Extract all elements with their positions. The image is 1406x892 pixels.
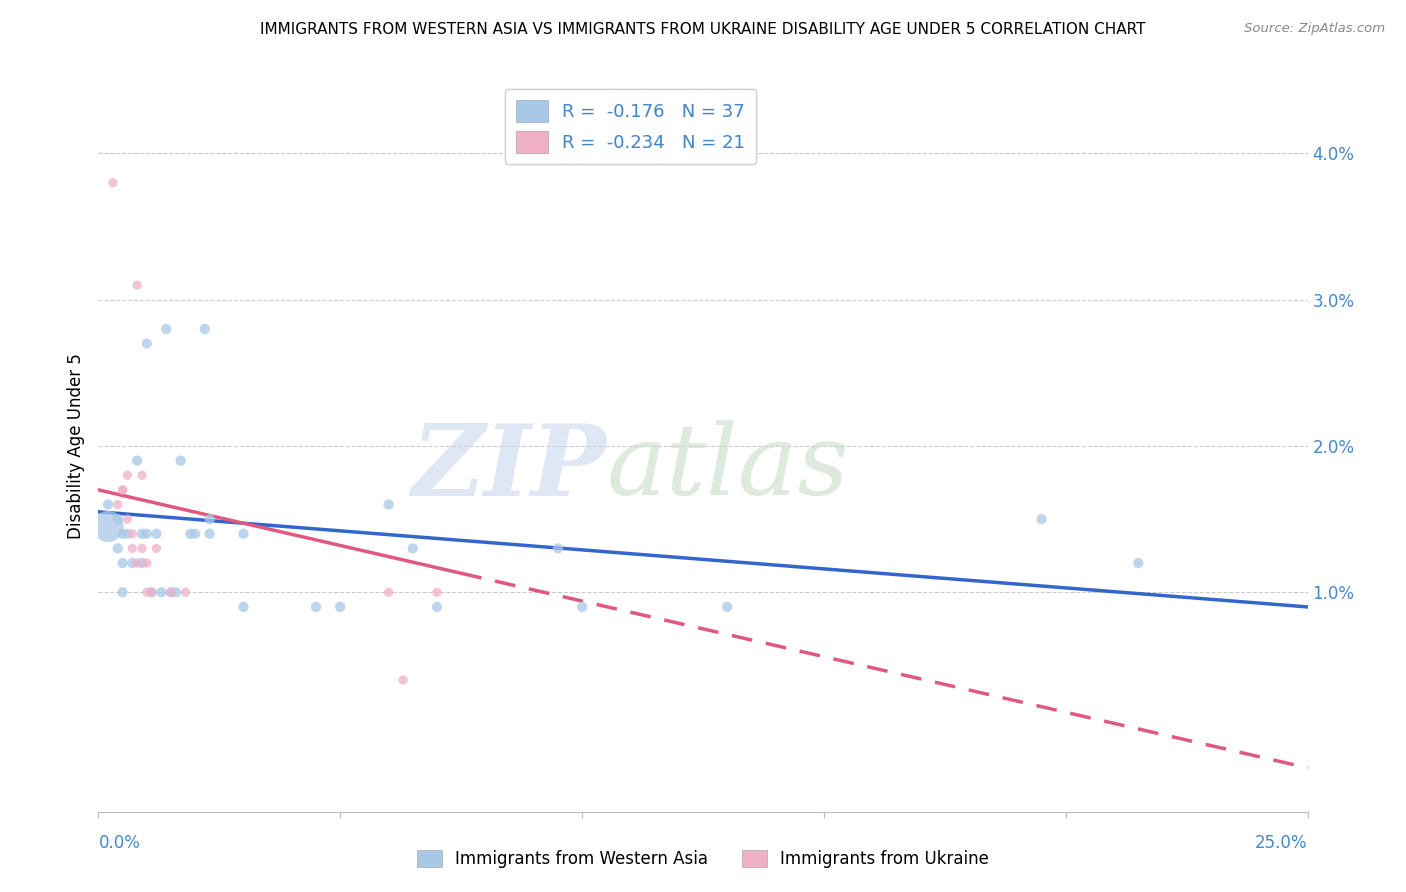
Point bbox=[117, 526, 139, 541]
Point bbox=[111, 556, 134, 570]
Point bbox=[127, 556, 149, 570]
Point bbox=[131, 468, 153, 483]
Point bbox=[377, 498, 399, 512]
Point bbox=[101, 176, 124, 190]
Point bbox=[141, 585, 163, 599]
Point bbox=[111, 483, 134, 497]
Point bbox=[329, 599, 352, 614]
Point bbox=[198, 512, 221, 526]
Point bbox=[111, 526, 134, 541]
Point bbox=[127, 453, 149, 467]
Point bbox=[121, 526, 143, 541]
Point bbox=[97, 519, 120, 533]
Point bbox=[571, 599, 593, 614]
Point bbox=[145, 541, 167, 556]
Point bbox=[107, 512, 129, 526]
Point bbox=[135, 526, 157, 541]
Legend: R =  -0.176   N = 37, R =  -0.234   N = 21: R = -0.176 N = 37, R = -0.234 N = 21 bbox=[505, 89, 756, 164]
Point bbox=[232, 599, 254, 614]
Point bbox=[155, 322, 177, 336]
Text: IMMIGRANTS FROM WESTERN ASIA VS IMMIGRANTS FROM UKRAINE DISABILITY AGE UNDER 5 C: IMMIGRANTS FROM WESTERN ASIA VS IMMIGRAN… bbox=[260, 22, 1146, 37]
Point bbox=[194, 322, 217, 336]
Point bbox=[392, 673, 415, 687]
Text: ZIP: ZIP bbox=[412, 420, 606, 516]
Point bbox=[107, 498, 129, 512]
Point bbox=[121, 541, 143, 556]
Point bbox=[169, 453, 191, 467]
Point bbox=[1128, 556, 1150, 570]
Point bbox=[377, 585, 399, 599]
Point bbox=[145, 526, 167, 541]
Point bbox=[547, 541, 569, 556]
Point bbox=[135, 585, 157, 599]
Point bbox=[127, 278, 149, 293]
Point bbox=[160, 585, 183, 599]
Y-axis label: Disability Age Under 5: Disability Age Under 5 bbox=[67, 353, 86, 539]
Legend: Immigrants from Western Asia, Immigrants from Ukraine: Immigrants from Western Asia, Immigrants… bbox=[411, 843, 995, 875]
Point bbox=[117, 512, 139, 526]
Point bbox=[117, 468, 139, 483]
Point bbox=[131, 556, 153, 570]
Text: Source: ZipAtlas.com: Source: ZipAtlas.com bbox=[1244, 22, 1385, 36]
Point bbox=[150, 585, 173, 599]
Point bbox=[426, 599, 449, 614]
Point bbox=[135, 336, 157, 351]
Point bbox=[426, 585, 449, 599]
Text: 25.0%: 25.0% bbox=[1256, 834, 1308, 852]
Point bbox=[232, 526, 254, 541]
Point bbox=[107, 541, 129, 556]
Point bbox=[179, 526, 201, 541]
Point bbox=[160, 585, 183, 599]
Point bbox=[402, 541, 425, 556]
Point bbox=[198, 526, 221, 541]
Point bbox=[141, 585, 163, 599]
Text: 0.0%: 0.0% bbox=[98, 834, 141, 852]
Point bbox=[97, 498, 120, 512]
Point bbox=[131, 541, 153, 556]
Point bbox=[111, 483, 134, 497]
Point bbox=[111, 585, 134, 599]
Point bbox=[121, 556, 143, 570]
Point bbox=[716, 599, 738, 614]
Point bbox=[131, 526, 153, 541]
Point bbox=[174, 585, 197, 599]
Point bbox=[305, 599, 328, 614]
Text: atlas: atlas bbox=[606, 420, 849, 516]
Point bbox=[1031, 512, 1053, 526]
Point bbox=[135, 556, 157, 570]
Point bbox=[184, 526, 207, 541]
Point bbox=[165, 585, 187, 599]
